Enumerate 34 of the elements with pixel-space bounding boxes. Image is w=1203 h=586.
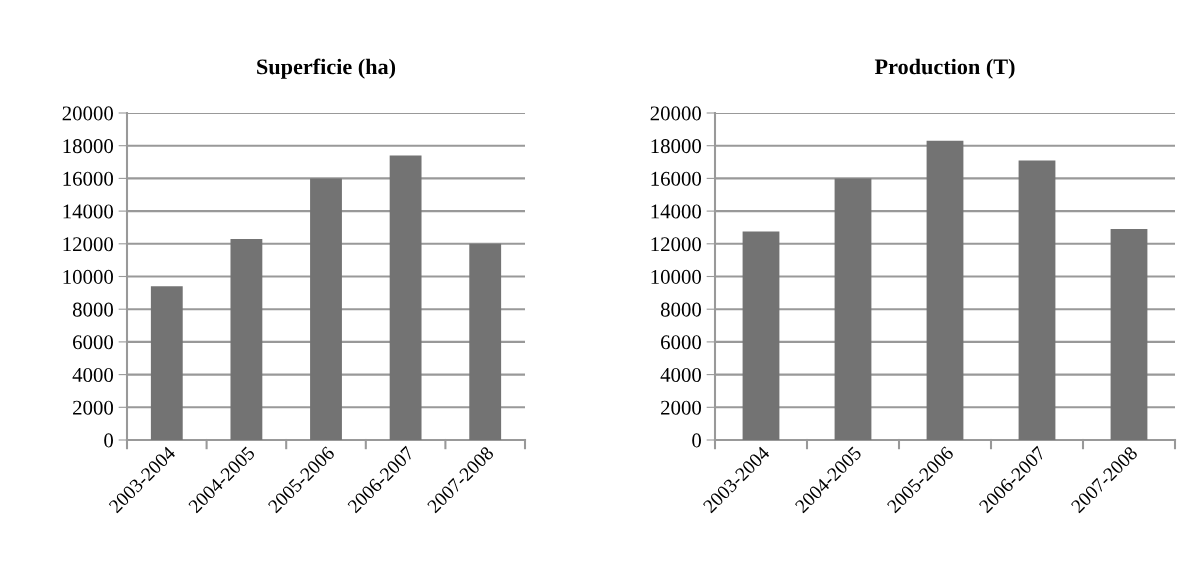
y-tick-label: 0	[692, 433, 702, 448]
chart-title: Superficie (ha)	[257, 58, 396, 79]
bar	[389, 155, 422, 440]
y-tick-label: 20000	[62, 106, 114, 121]
y-tick-label: 16000	[63, 171, 114, 186]
bar	[469, 243, 502, 440]
y-tick-label: 4000	[660, 367, 702, 383]
bar	[1110, 229, 1148, 440]
y-tick-label: 4000	[72, 367, 114, 383]
y-tick-label: 20000	[650, 106, 702, 121]
bar	[150, 286, 183, 440]
y-tick-label: 6000	[661, 335, 702, 350]
y-tick-label: 8000	[72, 302, 114, 317]
y-tick-label: 2000	[73, 400, 114, 415]
y-tick-label: 2000	[661, 400, 702, 415]
y-tick-label: 12000	[63, 237, 114, 252]
y-tick-label: 6000	[73, 335, 114, 350]
bar	[230, 238, 263, 440]
y-tick-label: 10000	[651, 269, 702, 284]
bar	[742, 231, 780, 440]
y-tick-label: 10000	[63, 269, 114, 284]
y-tick-label: 18000	[63, 139, 114, 154]
bar	[926, 140, 964, 440]
y-tick-label: 12000	[651, 237, 702, 252]
y-tick-label: 16000	[651, 171, 702, 186]
bar	[1018, 160, 1056, 440]
y-tick-label: 14000	[63, 204, 114, 219]
y-tick-label: 14000	[651, 204, 702, 219]
y-tick-label: 8000	[660, 302, 702, 317]
bar	[310, 178, 342, 440]
bar	[834, 178, 872, 440]
y-tick-label: 0	[104, 433, 114, 448]
chart-title: Production (T)	[874, 58, 1015, 79]
y-tick-label: 18000	[651, 139, 702, 154]
